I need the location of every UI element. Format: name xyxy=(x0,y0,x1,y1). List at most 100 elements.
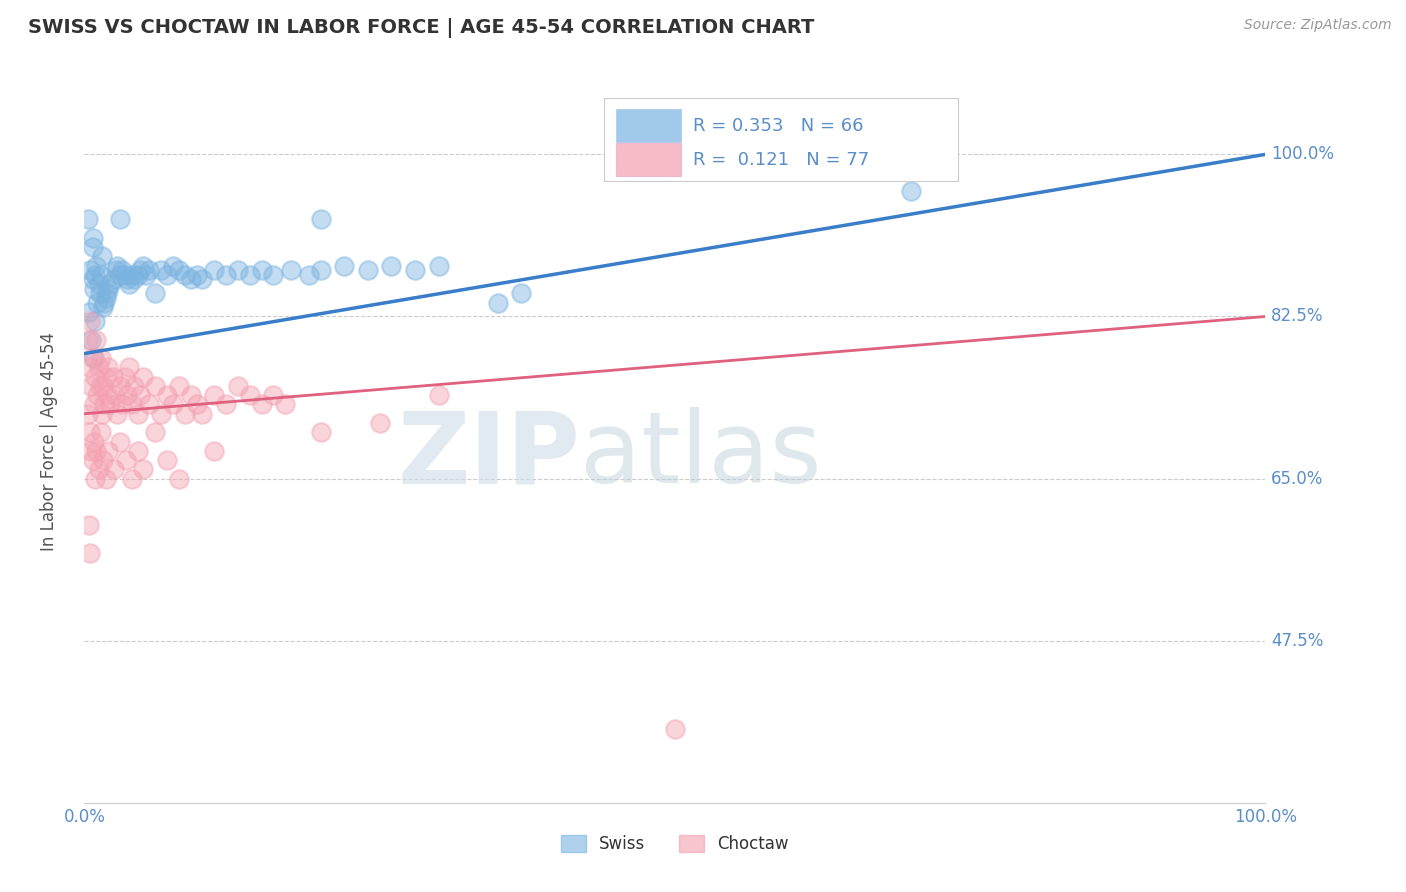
Point xyxy=(180,388,202,402)
Point xyxy=(83,282,105,296)
Point xyxy=(143,379,166,393)
Point xyxy=(357,263,380,277)
Point xyxy=(87,277,110,291)
Point xyxy=(309,425,332,440)
Point xyxy=(79,263,101,277)
Point xyxy=(86,295,108,310)
Point xyxy=(132,369,155,384)
Text: 47.5%: 47.5% xyxy=(1271,632,1323,649)
FancyBboxPatch shape xyxy=(605,98,959,181)
Point xyxy=(103,272,125,286)
Point xyxy=(108,434,131,449)
Point xyxy=(91,300,114,314)
Point xyxy=(83,351,105,366)
Text: ZIP: ZIP xyxy=(398,408,581,505)
Point xyxy=(900,185,922,199)
Point xyxy=(664,722,686,736)
Point xyxy=(96,286,118,301)
Point xyxy=(77,212,100,227)
Point xyxy=(121,268,143,282)
Point xyxy=(80,333,103,347)
Point xyxy=(98,397,121,411)
Point xyxy=(79,546,101,560)
Point xyxy=(122,379,145,393)
Point xyxy=(138,263,160,277)
Point xyxy=(108,268,131,282)
Point xyxy=(84,268,107,282)
Point xyxy=(77,517,100,532)
Point xyxy=(262,388,284,402)
Point xyxy=(156,453,179,467)
Point xyxy=(239,268,262,282)
Point xyxy=(89,286,111,301)
Point xyxy=(97,360,120,375)
Point xyxy=(96,388,118,402)
Point xyxy=(150,263,173,277)
Point xyxy=(167,472,190,486)
Point xyxy=(87,360,110,375)
Point xyxy=(111,263,134,277)
Point xyxy=(89,379,111,393)
Point xyxy=(90,351,112,366)
Text: atlas: atlas xyxy=(581,408,823,505)
FancyBboxPatch shape xyxy=(616,109,681,142)
Point xyxy=(94,291,117,305)
Point xyxy=(80,443,103,458)
Point xyxy=(262,268,284,282)
Point xyxy=(180,272,202,286)
Point xyxy=(77,333,100,347)
Point xyxy=(90,268,112,282)
Point xyxy=(93,295,115,310)
Point xyxy=(84,443,107,458)
Point xyxy=(108,379,131,393)
Point xyxy=(191,272,214,286)
Point xyxy=(84,259,107,273)
Legend: Swiss, Choctaw: Swiss, Choctaw xyxy=(554,828,796,860)
Point xyxy=(173,268,195,282)
Point xyxy=(132,462,155,476)
Point xyxy=(83,397,105,411)
Point xyxy=(94,369,117,384)
Point xyxy=(162,259,184,273)
Text: 100.0%: 100.0% xyxy=(1271,145,1334,163)
Point xyxy=(162,397,184,411)
Point xyxy=(82,453,104,467)
Text: Source: ZipAtlas.com: Source: ZipAtlas.com xyxy=(1244,18,1392,32)
Point xyxy=(108,212,131,227)
Point xyxy=(97,282,120,296)
Point xyxy=(186,268,208,282)
Point xyxy=(94,472,117,486)
Point xyxy=(91,453,114,467)
Point xyxy=(404,263,426,277)
Point xyxy=(486,295,509,310)
Point xyxy=(121,397,143,411)
Point xyxy=(82,231,104,245)
Point xyxy=(97,443,120,458)
Point xyxy=(91,407,114,421)
Point xyxy=(215,397,238,411)
Point xyxy=(98,277,121,291)
Point xyxy=(202,443,225,458)
Point xyxy=(333,259,356,273)
Point xyxy=(87,462,110,476)
Point xyxy=(105,263,128,277)
Point xyxy=(111,397,134,411)
Point xyxy=(121,472,143,486)
Point xyxy=(280,263,302,277)
Point xyxy=(226,379,249,393)
Point xyxy=(115,388,138,402)
Point xyxy=(368,416,391,430)
Point xyxy=(156,268,179,282)
Point xyxy=(84,314,107,328)
Point xyxy=(128,388,150,402)
Point xyxy=(90,425,112,440)
Point xyxy=(79,314,101,328)
Point xyxy=(115,272,138,286)
Point xyxy=(114,268,136,282)
Point xyxy=(202,388,225,402)
Point xyxy=(103,462,125,476)
Point xyxy=(77,360,100,375)
Point xyxy=(427,388,450,402)
Point xyxy=(138,397,160,411)
Text: R =  0.121   N = 77: R = 0.121 N = 77 xyxy=(693,151,869,169)
